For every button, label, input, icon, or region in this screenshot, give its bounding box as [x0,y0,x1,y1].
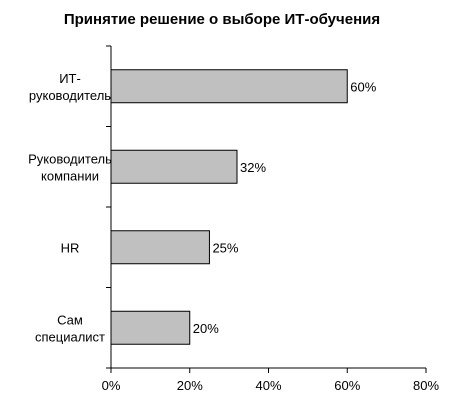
category-label-0: ИТ-руководитель [29,71,111,103]
bar-0 [110,69,348,104]
x-tick-label-0: 0% [102,378,121,393]
data-label-2: 25% [212,240,238,255]
bar-1 [110,149,238,184]
data-label-1: 32% [240,160,266,175]
chart-title: Принятие решение о выборе ИТ-обучения [64,11,380,28]
x-tick-label-4: 80% [413,378,439,393]
category-label-2: HR [61,240,80,255]
axis-layer [106,45,427,373]
category-label-1: Руководитель компании [28,151,112,183]
category-label-3: Сам специалист [35,312,105,344]
labels-layer: 60% ИТ-руководитель 32% Руководитель компани… [28,71,439,393]
data-label-0: 60% [350,79,376,94]
x-tick-label-1: 20% [177,378,203,393]
bar-2 [110,230,210,265]
x-tick-label-3: 60% [334,378,360,393]
x-tick-label-2: 40% [255,378,281,393]
bars-layer [110,69,348,345]
data-label-3: 20% [193,321,219,336]
bar-3 [110,310,191,345]
